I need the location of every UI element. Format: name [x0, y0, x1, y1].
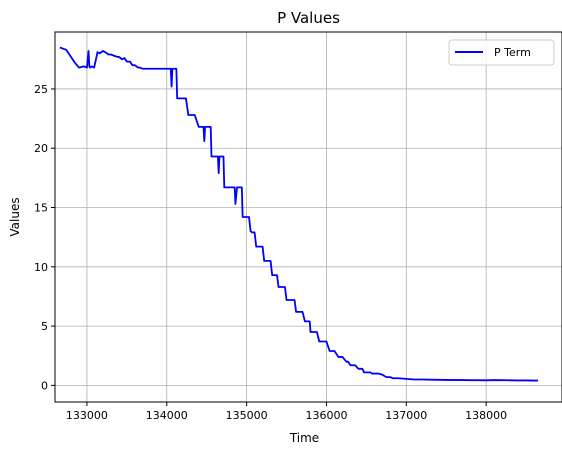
x-axis: 133000 134000 135000 136000 137000 138000	[66, 402, 507, 422]
series-line-p-term	[59, 46, 539, 382]
y-tick-label: 25	[34, 83, 48, 96]
y-tick-label: 0	[41, 379, 48, 392]
x-tick-label: 135000	[226, 409, 268, 422]
y-tick-label: 15	[34, 202, 48, 215]
legend-label-p-term: P Term	[494, 46, 531, 59]
y-tick-label: 10	[34, 261, 48, 274]
y-axis-label: Values	[8, 197, 22, 236]
grid	[55, 32, 562, 402]
x-tick-label: 138000	[465, 409, 507, 422]
x-tick-label: 134000	[146, 409, 188, 422]
x-axis-label: Time	[289, 431, 319, 445]
plot-frame	[54, 31, 562, 403]
x-tick-label: 137000	[385, 409, 427, 422]
y-axis: 0 5 10 15 20 25	[34, 83, 55, 392]
y-tick-label: 20	[34, 142, 48, 155]
series-layer	[59, 46, 539, 382]
x-tick-label: 133000	[66, 409, 108, 422]
y-tick-label: 5	[41, 320, 48, 333]
chart-title: P Values	[277, 9, 340, 27]
x-tick-label: 136000	[305, 409, 347, 422]
legend: P Term	[448, 39, 555, 66]
legend-box	[448, 39, 555, 66]
